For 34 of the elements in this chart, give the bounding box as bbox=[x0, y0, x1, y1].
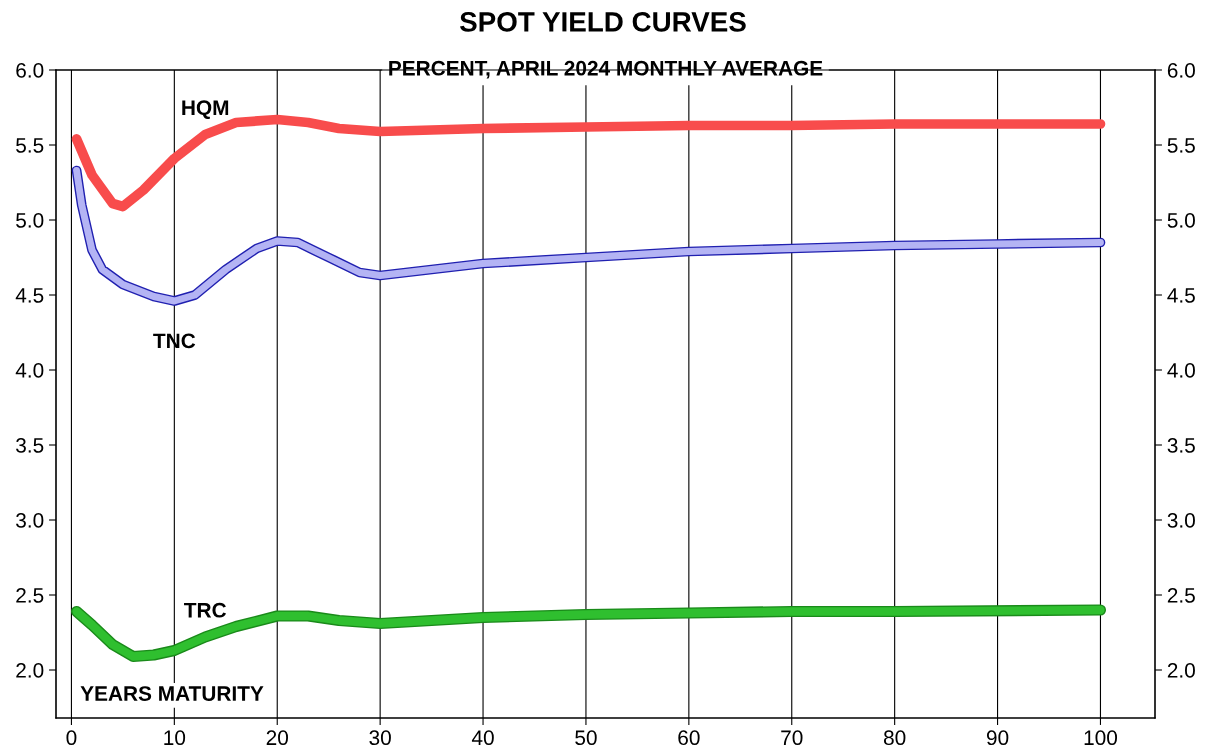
y-tick-label: 5.5 bbox=[16, 138, 44, 153]
x-tick-label: 20 bbox=[266, 730, 289, 746]
x-tick-label: 40 bbox=[471, 730, 494, 746]
y-tick-label: 5.0 bbox=[16, 213, 44, 228]
y-tick-label: 4.0 bbox=[15, 363, 44, 378]
x-tick-label: 30 bbox=[369, 730, 391, 746]
chart-subtitle: PERCENT, APRIL 2024 MONTHLY AVERAGE bbox=[389, 60, 823, 79]
y2-tick-label: 2.5 bbox=[1167, 588, 1195, 603]
x-axis-title: YEARS MATURITY bbox=[80, 686, 264, 701]
x-tick-label: 60 bbox=[678, 730, 700, 746]
x-tick-label: 70 bbox=[781, 730, 803, 746]
y-tick-label: 2.0 bbox=[16, 663, 44, 678]
y2-tick-label: 3.5 bbox=[1167, 438, 1195, 453]
x-tick-label: 10 bbox=[164, 730, 186, 746]
y2-tick-label: 6.0 bbox=[1167, 63, 1195, 78]
series-label: HQM bbox=[182, 100, 229, 119]
y-tick-label: 6.0 bbox=[16, 63, 44, 78]
y2-tick-label: 5.0 bbox=[1167, 213, 1195, 228]
chart-title: SPOT YIELD CURVES bbox=[459, 12, 746, 32]
x-tick-label: 100 bbox=[1084, 730, 1118, 746]
x-tick-label: 0 bbox=[66, 730, 77, 746]
x-tick-label: 80 bbox=[883, 730, 906, 746]
y-tick-label: 3.5 bbox=[16, 438, 44, 453]
x-tick-label: 50 bbox=[575, 730, 597, 746]
y2-tick-label: 5.5 bbox=[1167, 138, 1195, 153]
y-tick-label: 3.0 bbox=[16, 513, 44, 528]
y2-tick-label: 4.0 bbox=[1167, 363, 1195, 378]
y-tick-label: 2.5 bbox=[16, 588, 44, 603]
y-tick-label: 4.5 bbox=[15, 288, 44, 303]
y2-tick-label: 3.0 bbox=[1167, 513, 1195, 528]
series-label: TRC bbox=[184, 602, 227, 618]
y2-tick-label: 4.5 bbox=[1167, 288, 1195, 303]
x-tick-label: 90 bbox=[986, 730, 1009, 746]
y2-tick-label: 2.0 bbox=[1167, 663, 1195, 678]
